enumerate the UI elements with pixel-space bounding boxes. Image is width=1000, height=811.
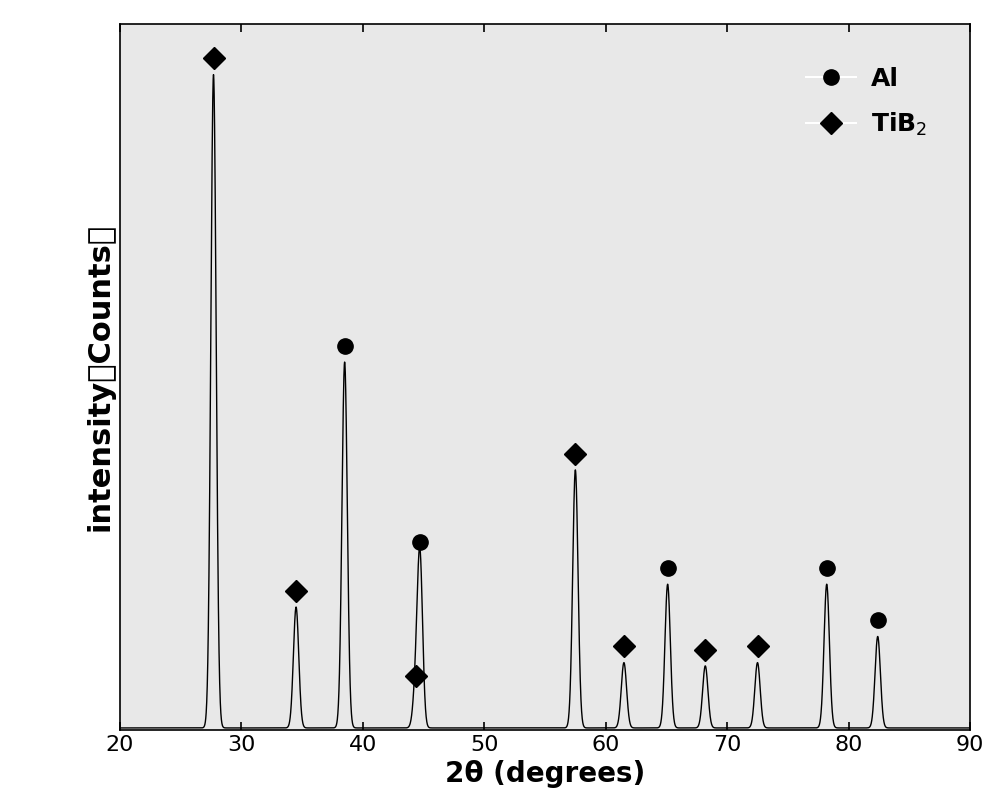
Y-axis label: intensity（Counts）: intensity（Counts） — [85, 223, 114, 531]
Legend: Al, TiB$_2$: Al, TiB$_2$ — [776, 36, 958, 168]
X-axis label: 2θ (degrees): 2θ (degrees) — [445, 761, 645, 788]
